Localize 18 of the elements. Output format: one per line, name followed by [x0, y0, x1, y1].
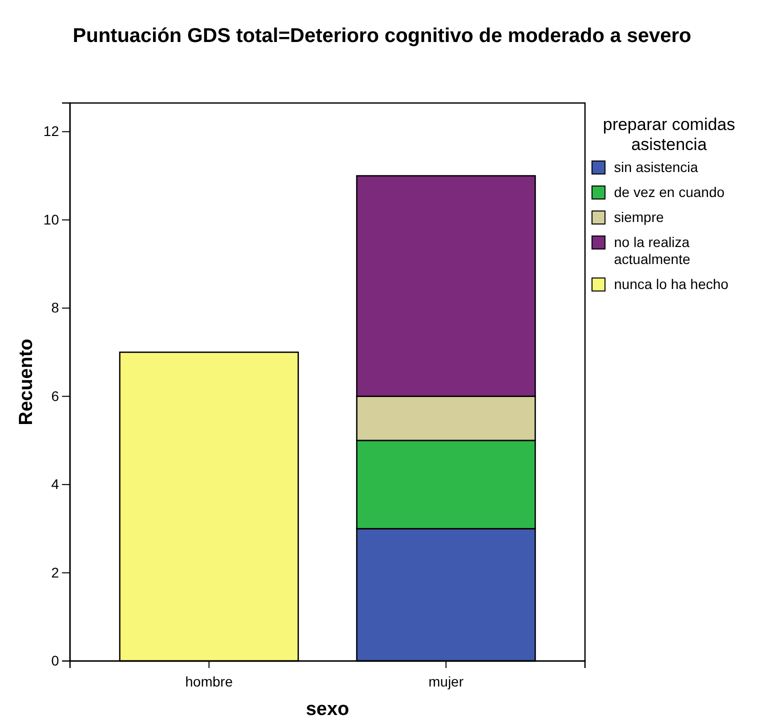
y-tick-label: 8: [51, 300, 60, 316]
chart-title: Puntuación GDS total=Deterioro cognitivo de moderado a severo: [72, 25, 692, 47]
legend-title: preparar comidas asistencia: [602, 115, 736, 154]
y-tick-label: 6: [51, 388, 60, 404]
legend-label: de vez en cuando: [614, 184, 725, 200]
legend-label: no la realiza actualmente: [614, 234, 690, 267]
x-tick-label: hombre: [185, 673, 233, 690]
legend-label: sin asistencia: [614, 159, 698, 175]
legend-label: nunca lo ha hecho: [614, 276, 729, 292]
legend-label: siempre: [614, 209, 664, 225]
x-axis-title: sexo: [306, 699, 350, 720]
x-tick-label: mujer: [428, 673, 464, 690]
y-tick-label: 10: [43, 211, 60, 228]
y-axis-title: Recuento: [16, 338, 37, 426]
y-tick-label: 12: [43, 123, 60, 140]
y-tick-label: 0: [51, 652, 60, 668]
y-tick-label: 4: [51, 476, 60, 492]
y-tick-label: 2: [51, 564, 60, 580]
